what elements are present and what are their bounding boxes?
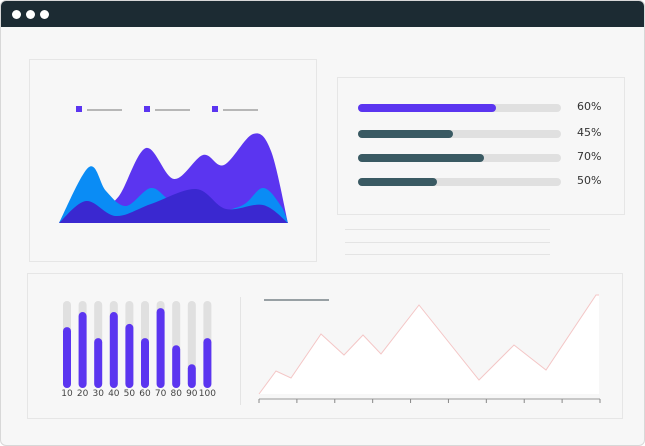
progress-label: 70% bbox=[577, 150, 602, 163]
bar-tick-label: 20 bbox=[77, 389, 89, 399]
progress-track bbox=[358, 178, 561, 186]
bar-tick-label: 90 bbox=[186, 389, 198, 399]
progress-panel bbox=[337, 77, 625, 215]
bar-tick-label: 10 bbox=[61, 389, 73, 399]
area-series-1 bbox=[59, 133, 288, 223]
bar-tick-label: 50 bbox=[124, 389, 136, 399]
bar-tick-label: 40 bbox=[108, 389, 120, 399]
progress-bar: 45% bbox=[358, 126, 628, 139]
area-series-3 bbox=[59, 188, 288, 223]
progress-bar: 70% bbox=[358, 150, 628, 163]
window-dot-icon[interactable] bbox=[12, 10, 21, 19]
area-line bbox=[258, 294, 599, 395]
placeholder-line bbox=[345, 242, 550, 243]
bar-tick-label: 100 bbox=[199, 389, 216, 399]
legend-swatch bbox=[144, 106, 150, 112]
window-dot-icon[interactable] bbox=[26, 10, 35, 19]
bar-tick-label: 60 bbox=[139, 389, 151, 399]
bar-tick-label: 70 bbox=[155, 389, 167, 399]
progress-fill bbox=[358, 104, 497, 112]
bar-tick-label: 30 bbox=[92, 389, 104, 399]
legend-swatch bbox=[76, 106, 82, 112]
placeholder-line bbox=[345, 254, 550, 255]
divider bbox=[240, 297, 241, 405]
progress-label: 50% bbox=[577, 174, 602, 187]
title-bar bbox=[1, 1, 644, 27]
progress-label: 45% bbox=[577, 126, 602, 139]
window-dot-icon[interactable] bbox=[40, 10, 49, 19]
progress-bar: 50% bbox=[358, 174, 628, 187]
area-series-2 bbox=[59, 166, 288, 223]
bar-tick-label: 80 bbox=[170, 389, 182, 399]
progress-track bbox=[358, 154, 561, 162]
area-fill bbox=[259, 295, 599, 394]
progress-fill bbox=[358, 178, 438, 186]
placeholder-line bbox=[345, 229, 550, 230]
legend-swatch bbox=[212, 106, 218, 112]
progress-label: 60% bbox=[577, 100, 602, 113]
progress-track bbox=[358, 104, 561, 112]
progress-fill bbox=[358, 154, 484, 162]
progress-track bbox=[358, 130, 561, 138]
progress-fill bbox=[358, 130, 454, 138]
progress-bar: 60% bbox=[358, 100, 628, 113]
